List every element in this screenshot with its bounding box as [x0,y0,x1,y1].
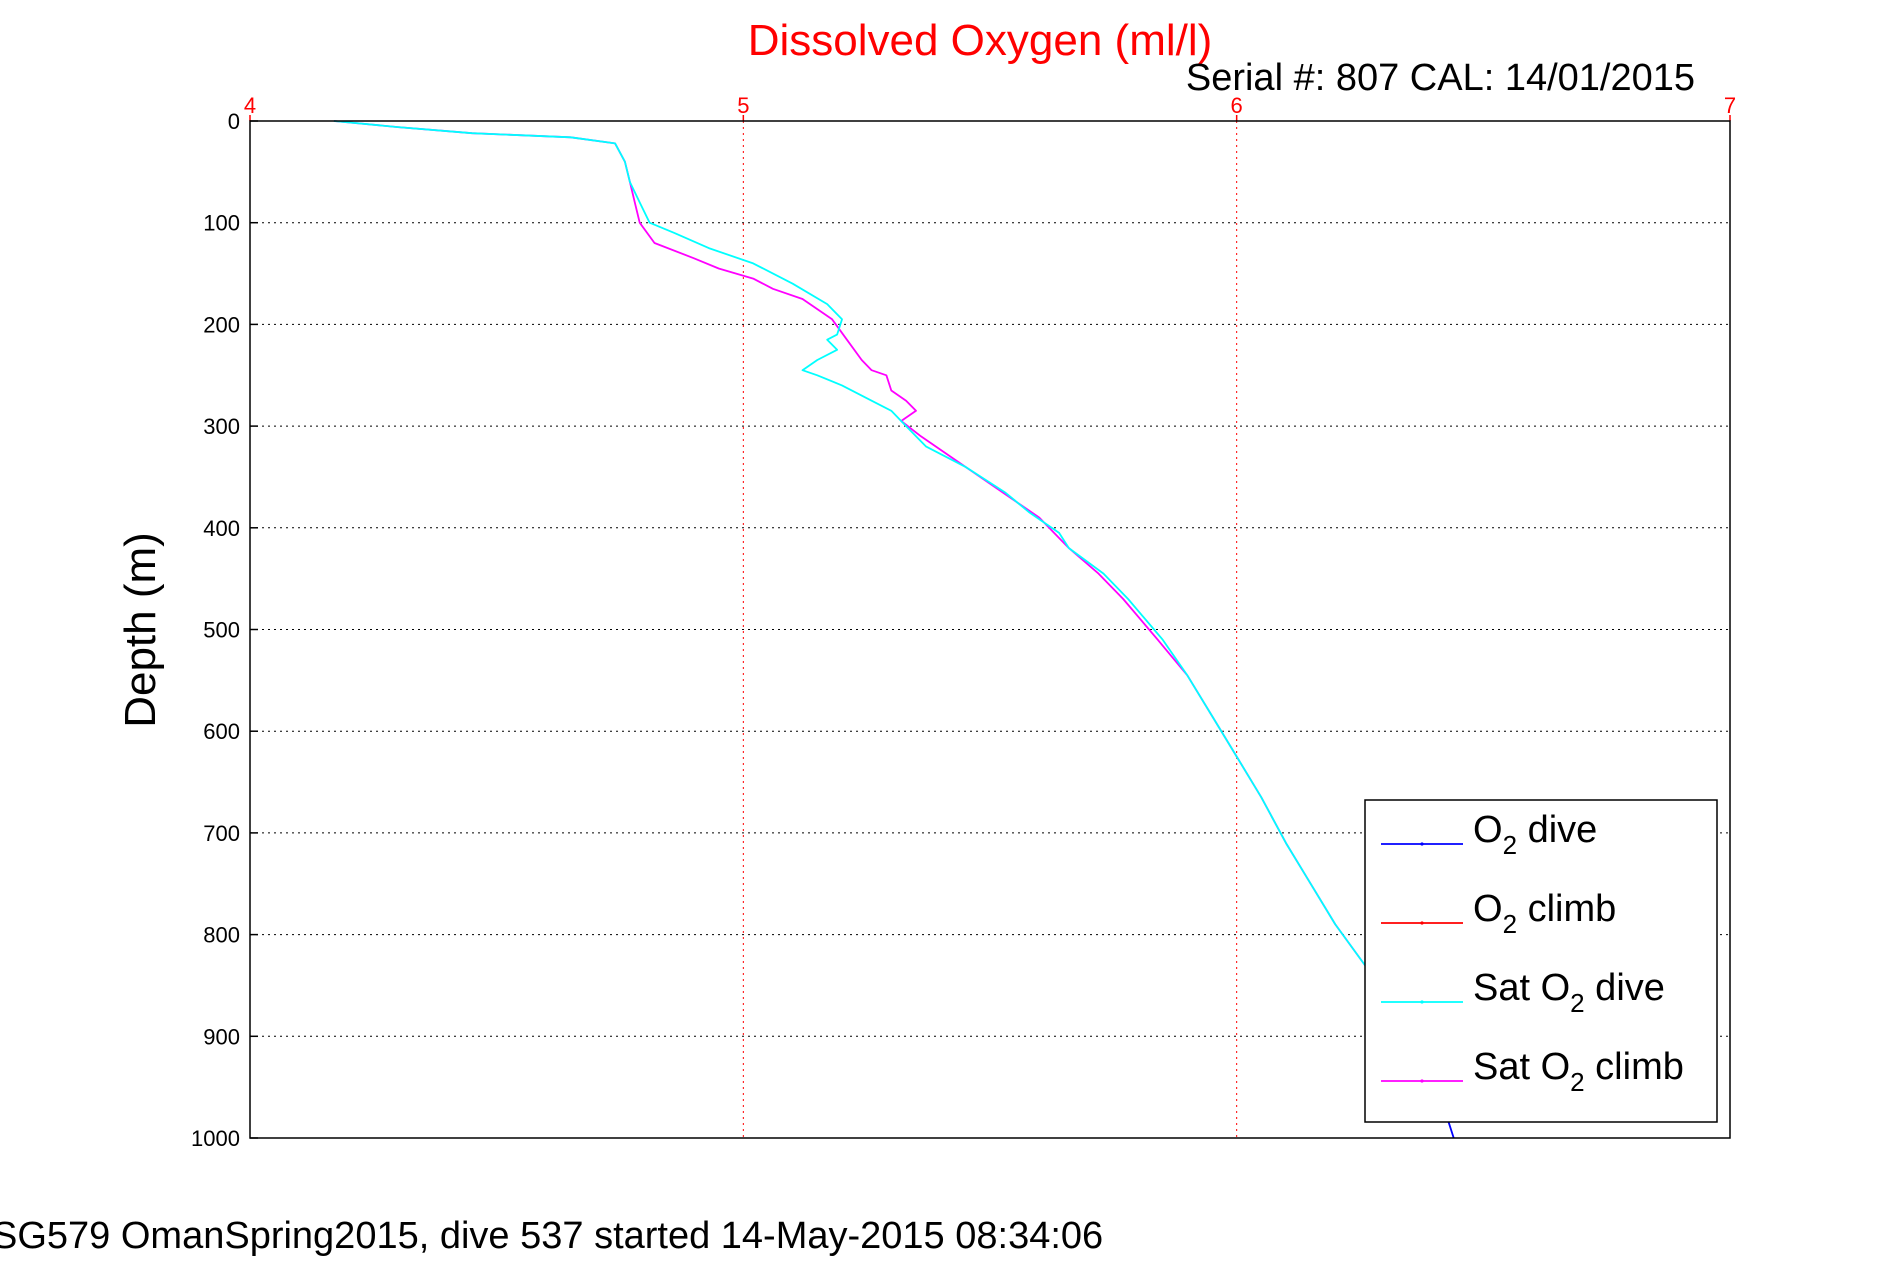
legend-entry: Sat O2 dive [1473,967,1665,1018]
y-tick-label: 700 [203,821,240,846]
y-tick-label: 200 [203,312,240,337]
legend-entry: Sat O2 climb [1473,1046,1684,1097]
y-tick-label: 100 [203,211,240,236]
chart-title: Dissolved Oxygen (ml/l) [748,16,1213,65]
series-line-sat-o2-climb [333,120,1391,997]
legend-entry: O2 climb [1473,888,1616,939]
plot-frame [249,120,1731,1139]
y-tick-label: 600 [203,719,240,744]
x-tick-label: 7 [1724,93,1736,118]
legend: O2 dive O2 climb Sat O2 dive Sat O2 climb [1364,799,1718,1123]
legend-marker [1420,921,1424,925]
legend-marker [1420,1000,1424,1004]
legend-marker [1420,1079,1424,1083]
legend-marker [1420,842,1424,846]
serial-cal-label: Serial #: 807 CAL: 14/01/2015 [1186,57,1695,99]
legend-entry: O2 dive [1473,809,1597,860]
y-tick-label: 1000 [191,1126,240,1151]
y-tick-label: 400 [203,516,240,541]
y-tick-label: 500 [203,618,240,643]
y-tick-labels: 0 100 200 300 400 500 600 700 800 900 1000 [191,109,240,1151]
dive-info-footer: SG579 OmanSpring2015, dive 537 started 1… [0,1215,1103,1257]
y-tick-label: 800 [203,923,240,948]
y-tick-label: 900 [203,1024,240,1049]
x-tick-label: 4 [244,93,256,118]
series-line-sat-o2-dive [333,120,1391,997]
x-tick-label: 5 [737,93,749,118]
y-axis-label: Depth (m) [116,532,165,728]
x-tick-labels: 4 5 6 7 [244,93,1736,118]
legend-box [1364,799,1718,1123]
y-tick-label: 300 [203,414,240,439]
x-tick-label: 6 [1231,93,1243,118]
y-tick-label: 0 [228,109,240,134]
